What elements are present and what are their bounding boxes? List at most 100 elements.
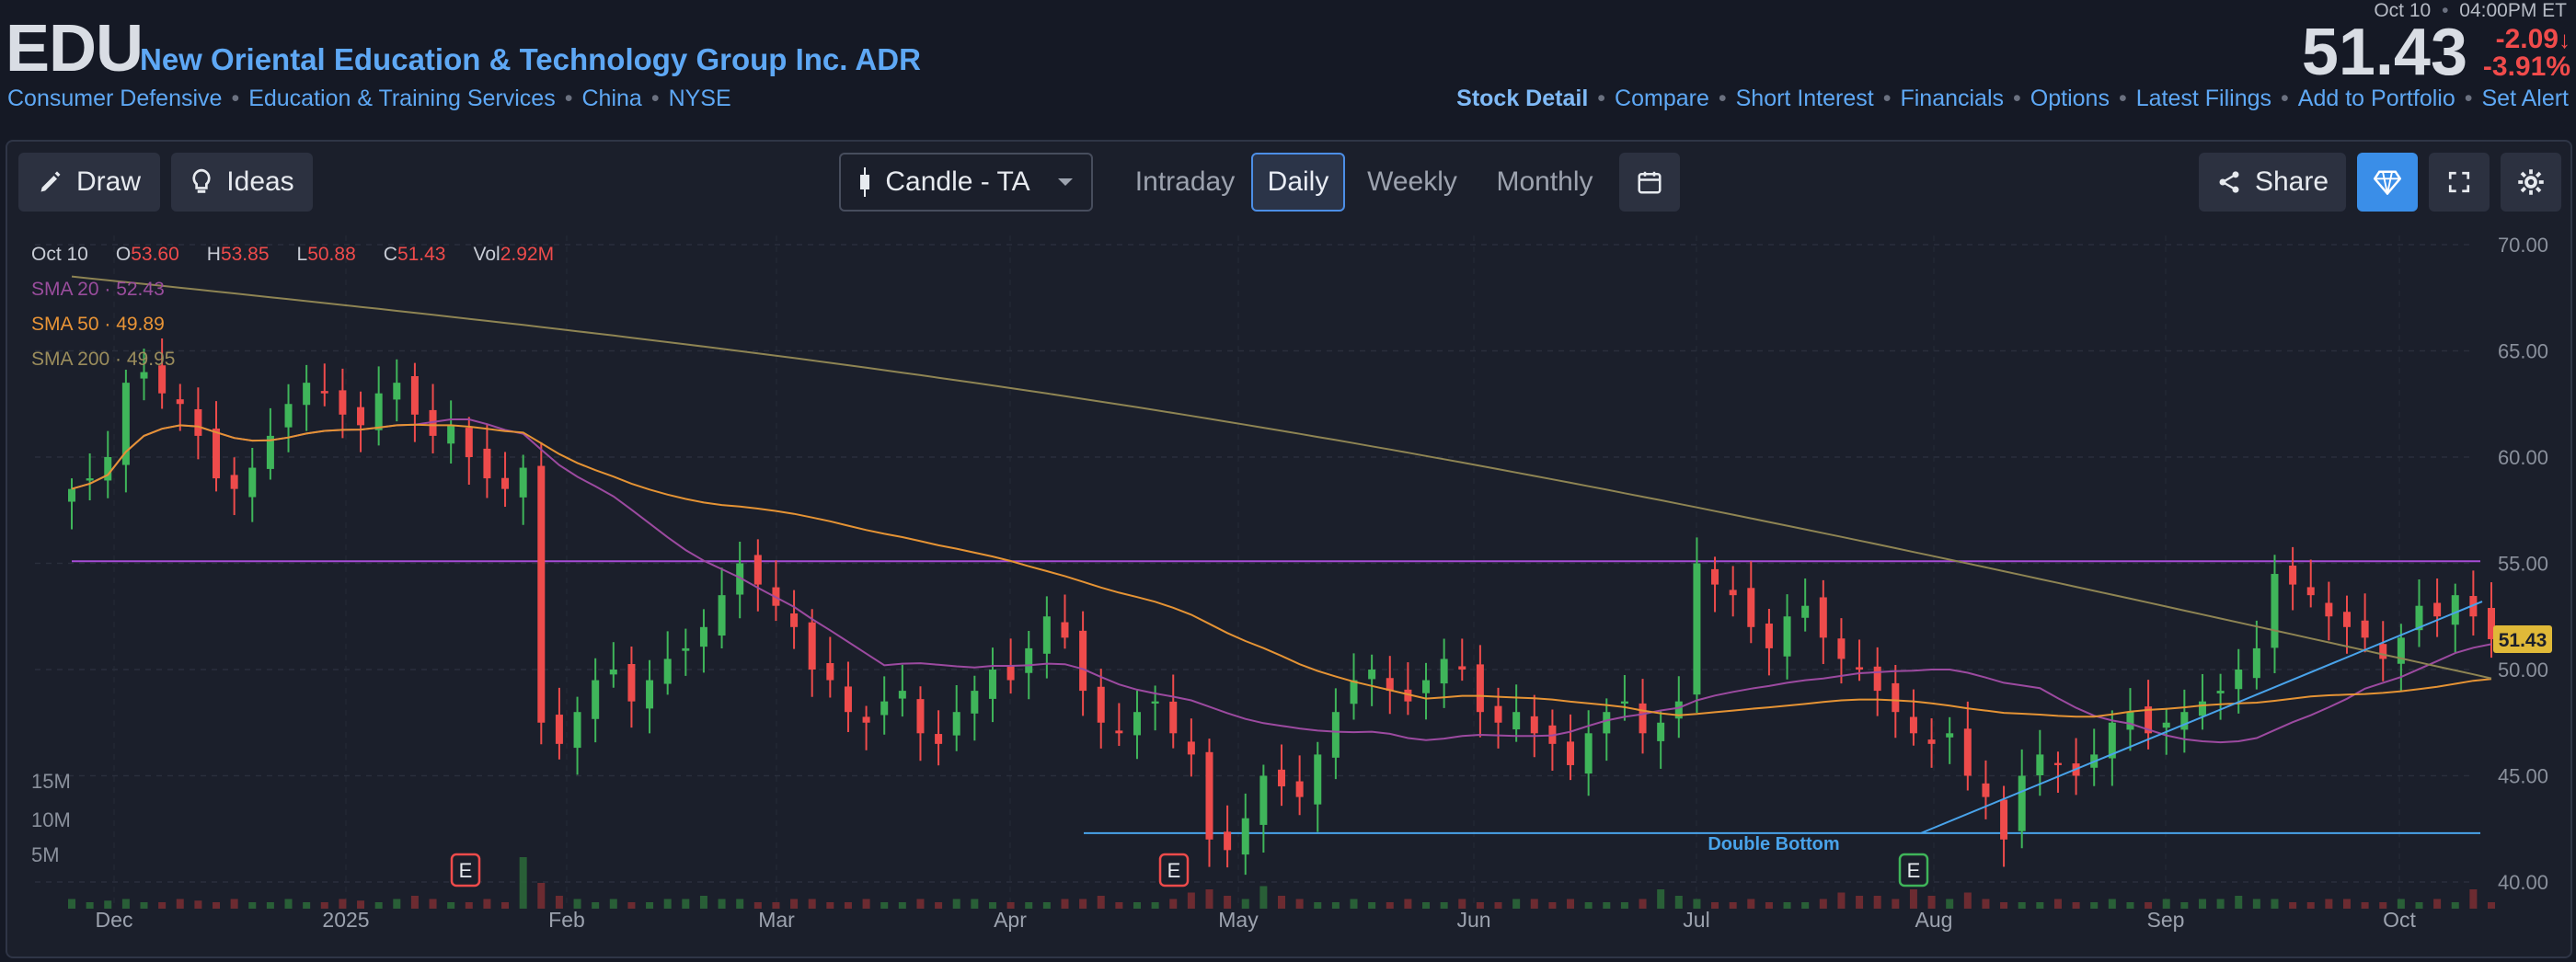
volume-bar <box>2036 902 2044 909</box>
share-icon <box>2219 171 2239 193</box>
fullscreen-button[interactable] <box>2429 153 2490 212</box>
candle-body <box>1097 686 1105 723</box>
volume-bar <box>808 899 816 909</box>
nav-link-stock-detail[interactable]: Stock Detail <box>1456 86 1589 111</box>
volume-bar <box>898 902 906 909</box>
candle-body <box>86 478 94 481</box>
calendar-button[interactable] <box>1619 153 1680 212</box>
candle-body <box>284 404 293 428</box>
separator: • <box>1882 86 1892 111</box>
share-button[interactable]: Share <box>2199 153 2346 212</box>
x-tick-label: Oct <box>2383 908 2416 932</box>
candle-body <box>2469 596 2478 617</box>
candle-body <box>808 622 816 670</box>
tab-monthly[interactable]: Monthly <box>1496 166 1593 197</box>
volume-bar <box>682 899 690 909</box>
nav-link-options[interactable]: Options <box>2030 86 2110 111</box>
chart-type-select[interactable]: Candle - TA <box>839 153 1093 212</box>
candle-body <box>1873 666 1881 692</box>
ideas-button[interactable]: Ideas <box>171 153 313 212</box>
candle-body <box>303 383 311 406</box>
volume-bar <box>483 899 491 909</box>
volume-bar <box>339 899 347 909</box>
volume-bar <box>753 902 762 909</box>
volume-bar <box>1674 896 1683 909</box>
candle-body <box>2018 775 2026 831</box>
nav-link-financials[interactable]: Financials <box>1900 86 2005 111</box>
candle-body <box>1169 701 1178 734</box>
nav-link-latest-filings[interactable]: Latest Filings <box>2135 86 2272 111</box>
candle-body <box>429 409 437 436</box>
volume-bar <box>952 899 960 909</box>
price-chart[interactable]: 70.00 65.00 60.00 55.00 50.00 45.00 40.00 15M 10… <box>7 226 2570 956</box>
draw-button[interactable]: Draw <box>18 153 160 212</box>
candle-body <box>1982 783 1990 797</box>
candle-body <box>699 626 707 647</box>
premium-button[interactable] <box>2357 153 2418 212</box>
candle-body <box>1458 666 1466 670</box>
volume-bar <box>284 899 293 909</box>
volume-bar <box>1386 902 1394 909</box>
candle-body <box>68 488 75 502</box>
candle-body <box>916 699 925 734</box>
nav-link-compare[interactable]: Compare <box>1615 86 1709 111</box>
volume-bar <box>1494 902 1502 909</box>
candle-body <box>1025 647 1033 673</box>
candle-body <box>1042 616 1051 654</box>
x-tick-label: Sep <box>2147 908 2185 932</box>
candle-body <box>1006 666 1015 681</box>
volume-bar <box>772 902 780 909</box>
down-arrow-icon: ↓ <box>2559 26 2570 53</box>
volume-bar <box>1151 902 1159 909</box>
company-name[interactable]: New Oriental Education & Technology Grou… <box>140 42 921 76</box>
volume-bar <box>1765 902 1773 909</box>
candle-body <box>194 408 202 436</box>
tab-intraday[interactable]: Intraday <box>1134 166 1236 197</box>
candle-body <box>1259 775 1268 825</box>
price-change: -2.09↓ -3.91% <box>2482 26 2570 82</box>
tab-weekly[interactable]: Weekly <box>1367 166 1457 197</box>
exchange-link[interactable]: NYSE <box>668 86 731 111</box>
candle-body <box>158 365 167 394</box>
earnings-marker: E <box>1158 853 1190 888</box>
candle-body <box>1747 588 1755 627</box>
candle-body <box>2325 602 2333 617</box>
earnings-badge[interactable] <box>450 853 481 888</box>
earnings-badge[interactable] <box>1158 853 1190 888</box>
volume-bar <box>790 899 799 909</box>
tab-daily[interactable]: Daily <box>1251 153 1345 212</box>
candlestick-icon <box>860 167 870 197</box>
gear-icon <box>2518 169 2544 195</box>
nav-link-set-alert[interactable]: Set Alert <box>2481 86 2570 111</box>
change-percent: -3.91 <box>2482 52 2547 82</box>
pencil-icon <box>40 171 61 192</box>
candle-body <box>2289 565 2297 585</box>
volume-bar <box>519 857 527 909</box>
volume-bar <box>2289 902 2297 909</box>
volume-bar <box>1982 899 1990 909</box>
separator: • <box>564 86 573 111</box>
candle-body <box>1856 667 1864 670</box>
candle-body <box>1783 616 1791 657</box>
candle-body <box>121 383 130 465</box>
nav-link-add-to-portfolio[interactable]: Add to Portfolio <box>2297 86 2455 111</box>
sma200-legend: SMA 200 · 49.95 <box>31 349 176 370</box>
trend-line <box>1920 601 2483 834</box>
candle-body <box>248 467 257 498</box>
candle-body <box>357 407 365 426</box>
country-link[interactable]: China <box>581 86 642 111</box>
candle-body <box>2342 612 2351 627</box>
candle-body <box>736 563 744 595</box>
nav-link-short-interest[interactable]: Short Interest <box>1735 86 1874 111</box>
settings-button[interactable] <box>2501 153 2561 212</box>
industry-link[interactable]: Education & Training Services <box>248 86 556 111</box>
volume-bar <box>592 902 600 909</box>
candle-body <box>1404 689 1412 702</box>
low-value: 50.88 <box>307 244 356 265</box>
sector-link[interactable]: Consumer Defensive <box>7 86 223 111</box>
separator: • <box>2281 86 2289 111</box>
volume-bar <box>2180 902 2189 909</box>
diamond-icon <box>2374 170 2401 195</box>
earnings-badge[interactable] <box>1898 853 1929 888</box>
x-tick-label: May <box>1218 908 1259 932</box>
